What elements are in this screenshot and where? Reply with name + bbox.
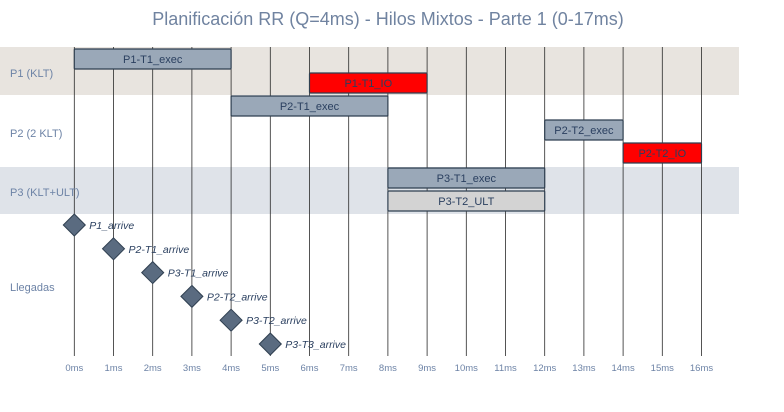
x-tick-label: 5ms (261, 363, 279, 374)
x-axis-ticks: 0ms 1ms 2ms 3ms 4ms 5ms 6ms 7ms 8ms 9ms 10ms 11ms 12… (65, 363, 713, 374)
arrival-marker (140, 260, 165, 285)
x-tick-label: 12ms (533, 363, 556, 374)
gantt-bar (308, 72, 428, 94)
row-label: P1 (KLT) (10, 68, 53, 80)
arrival-label: P3-T3_arrive (285, 339, 346, 351)
gantt-bar (622, 142, 703, 164)
arrival-label: P2-T2_arrive (207, 291, 268, 303)
bar-label: P1-T1_IO (344, 78, 392, 90)
chart-title: Planificación RR (Q=4ms) - Hilos Mixtos … (152, 9, 624, 29)
row-label: P2 (2 KLT) (10, 128, 62, 140)
gantt-bar (387, 167, 546, 189)
x-tick-label: 14ms (611, 363, 634, 374)
x-tick-label: 2ms (144, 363, 162, 374)
bar-label: P2-T2_exec (554, 125, 614, 137)
arrival-marker (62, 213, 87, 237)
row-band (0, 214, 739, 356)
row-label: Llegadas (10, 282, 55, 294)
gantt-bar (230, 95, 389, 117)
x-tick-label: 1ms (105, 363, 123, 374)
arrival-label: P1_arrive (89, 220, 134, 232)
bar-label: P2-T1_exec (280, 101, 340, 113)
x-tick-label: 0ms (65, 363, 83, 374)
bar-label: P3-T1_exec (437, 173, 497, 185)
arrival-markers: P1_arrive P2-T1_arrive P3-T1_arrive P2-T2_a… (62, 213, 346, 356)
bar-label: P2-T2_IO (638, 148, 686, 160)
row-label: P3 (KLT+ULT) (10, 187, 80, 199)
arrival-label: P3-T1_arrive (168, 268, 229, 280)
arrival-marker (219, 308, 243, 332)
gantt-bar (387, 190, 546, 212)
x-tick-label: 6ms (301, 363, 319, 374)
arrival-label: P3-T2_arrive (246, 315, 307, 327)
x-tick-label: 16ms (690, 363, 713, 374)
row-band (0, 167, 739, 214)
gantt-bar (73, 48, 232, 70)
arrival-label: P2-T1_arrive (129, 244, 190, 256)
bars: P1-T1_exec P1-T1_IO P2-T1_exec P2-T2_exec P2… (73, 48, 703, 212)
gantt-bar (544, 119, 624, 141)
x-tick-label: 4ms (222, 363, 240, 374)
arrival-marker (180, 284, 204, 309)
x-tick-label: 7ms (340, 363, 358, 374)
bar-label: P1-T1_exec (123, 54, 183, 66)
bar-label: P3-T2_ULT (438, 196, 494, 208)
x-tick-label: 11ms (494, 363, 517, 374)
x-tick-label: 9ms (418, 363, 436, 374)
arrival-marker (101, 237, 126, 261)
arrival-marker (258, 332, 283, 356)
x-tick-label: 10ms (455, 363, 478, 374)
x-tick-label: 8ms (379, 363, 397, 374)
row-labels: P1 (KLT) P2 (2 KLT) P3 (KLT+ULT) Llegadas (10, 68, 80, 294)
x-tick-label: 15ms (651, 363, 674, 374)
x-tick-label: 13ms (572, 363, 595, 374)
x-tick-label: 3ms (183, 363, 201, 374)
